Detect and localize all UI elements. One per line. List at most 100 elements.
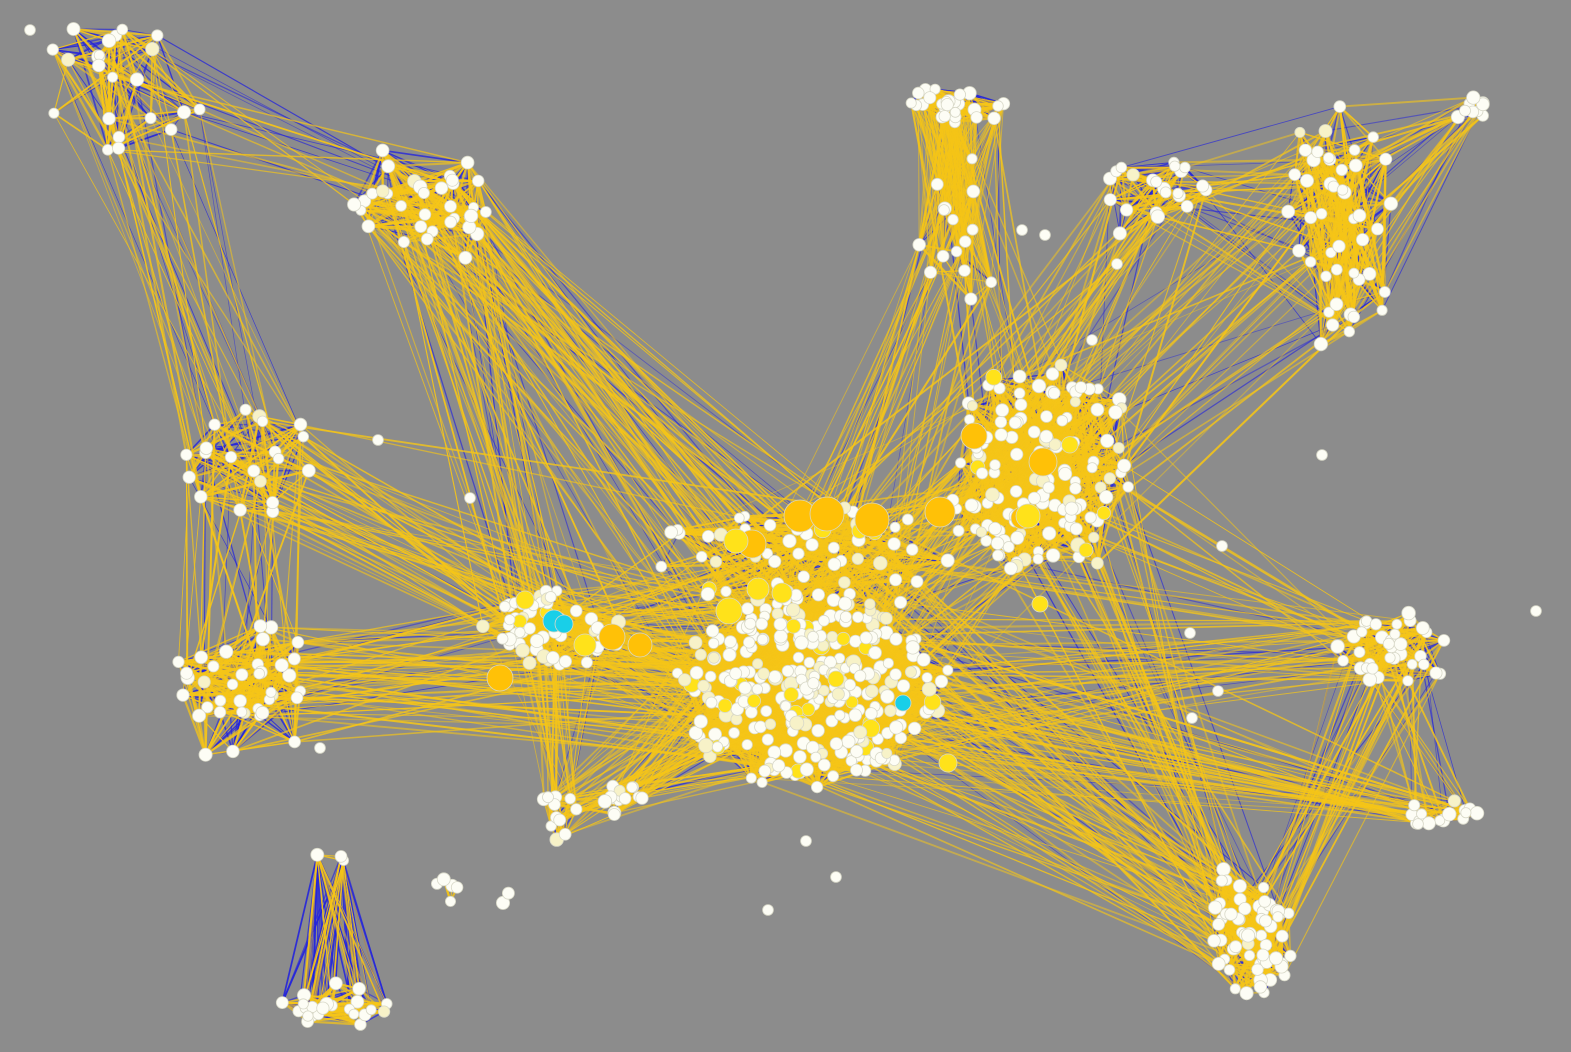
graph-node[interactable] <box>938 110 951 123</box>
graph-node[interactable] <box>253 667 266 680</box>
graph-node[interactable] <box>1069 522 1083 536</box>
graph-node[interactable] <box>936 249 950 263</box>
graph-node[interactable] <box>1179 161 1191 174</box>
graph-node[interactable] <box>314 742 326 754</box>
graph-node[interactable] <box>809 496 845 532</box>
graph-node[interactable] <box>1238 902 1252 916</box>
graph-node[interactable] <box>1304 211 1318 225</box>
graph-node[interactable] <box>1330 263 1343 276</box>
graph-node[interactable] <box>751 683 764 695</box>
graph-node[interactable] <box>254 474 267 488</box>
graph-node[interactable] <box>255 632 270 647</box>
graph-node[interactable] <box>1069 396 1081 408</box>
graph-node[interactable] <box>1215 874 1228 887</box>
graph-node[interactable] <box>290 691 304 705</box>
graph-node[interactable] <box>207 660 220 673</box>
graph-node[interactable] <box>924 265 938 279</box>
graph-node[interactable] <box>889 521 901 533</box>
graph-node[interactable] <box>192 708 207 723</box>
graph-node[interactable] <box>350 994 365 1009</box>
graph-node[interactable] <box>377 1005 391 1018</box>
graph-node[interactable] <box>1272 911 1284 923</box>
graph-node[interactable] <box>901 513 914 526</box>
graph-node[interactable] <box>1186 712 1198 724</box>
graph-node[interactable] <box>782 533 797 549</box>
graph-node[interactable] <box>479 206 492 218</box>
graph-node[interactable] <box>266 496 280 510</box>
graph-node[interactable] <box>950 245 963 258</box>
graph-node[interactable] <box>61 52 76 67</box>
graph-node[interactable] <box>1112 226 1127 241</box>
graph-node[interactable] <box>746 577 770 601</box>
graph-node[interactable] <box>1212 685 1224 697</box>
graph-node[interactable] <box>1122 481 1134 493</box>
graph-node[interactable] <box>1269 951 1284 966</box>
graph-node[interactable] <box>112 141 126 155</box>
graph-node[interactable] <box>1300 173 1315 188</box>
graph-node[interactable] <box>741 739 753 751</box>
graph-node[interactable] <box>282 668 297 683</box>
graph-node[interactable] <box>1150 175 1163 188</box>
graph-node[interactable] <box>1099 489 1114 505</box>
graph-node[interactable] <box>689 665 704 680</box>
graph-node[interactable] <box>1064 501 1079 516</box>
graph-node[interactable] <box>694 648 707 661</box>
graph-node[interactable] <box>417 186 430 199</box>
graph-node[interactable] <box>826 593 841 607</box>
graph-node[interactable] <box>224 450 238 464</box>
graph-node[interactable] <box>226 678 239 691</box>
graph-node[interactable] <box>1466 90 1481 105</box>
graph-node[interactable] <box>201 701 214 714</box>
graph-node[interactable] <box>747 693 762 708</box>
graph-node[interactable] <box>738 681 752 695</box>
graph-node[interactable] <box>1045 367 1060 381</box>
graph-node[interactable] <box>695 550 708 563</box>
graph-node[interactable] <box>233 503 247 517</box>
graph-node[interactable] <box>1320 270 1332 283</box>
graph-node[interactable] <box>450 881 464 894</box>
graph-node[interactable] <box>515 643 530 658</box>
graph-node[interactable] <box>704 670 717 683</box>
graph-node[interactable] <box>275 996 289 1009</box>
graph-node[interactable] <box>1304 256 1317 268</box>
graph-node[interactable] <box>1014 398 1028 412</box>
graph-node[interactable] <box>818 614 830 627</box>
graph-node[interactable] <box>741 602 754 616</box>
graph-node[interactable] <box>985 276 997 289</box>
graph-node[interactable] <box>882 657 894 669</box>
graph-node[interactable] <box>1325 247 1337 259</box>
graph-node[interactable] <box>771 607 784 620</box>
graph-node[interactable] <box>1469 806 1485 821</box>
graph-node[interactable] <box>1315 208 1328 220</box>
graph-node[interactable] <box>626 781 638 793</box>
graph-node[interactable] <box>144 112 157 125</box>
graph-node[interactable] <box>839 610 852 623</box>
graph-node[interactable] <box>164 123 178 136</box>
graph-node[interactable] <box>785 602 801 617</box>
graph-node[interactable] <box>800 835 812 847</box>
graph-node[interactable] <box>101 33 117 48</box>
graph-node[interactable] <box>763 519 777 532</box>
graph-node[interactable] <box>655 560 668 573</box>
graph-node[interactable] <box>239 403 252 416</box>
graph-node[interactable] <box>688 635 703 650</box>
graph-node[interactable] <box>940 553 955 568</box>
graph-node[interactable] <box>1348 144 1361 156</box>
graph-node[interactable] <box>994 415 1008 429</box>
graph-node[interactable] <box>569 604 583 618</box>
graph-node[interactable] <box>287 652 301 666</box>
graph-node[interactable] <box>930 177 944 191</box>
graph-node[interactable] <box>1259 914 1273 928</box>
graph-node[interactable] <box>1415 621 1430 635</box>
graph-node[interactable] <box>1384 652 1396 664</box>
graph-node[interactable] <box>678 673 692 687</box>
graph-node[interactable] <box>1054 358 1068 372</box>
graph-node[interactable] <box>1258 881 1270 894</box>
graph-node[interactable] <box>291 635 305 649</box>
graph-node[interactable] <box>460 155 475 170</box>
graph-node[interactable] <box>145 41 160 57</box>
graph-node[interactable] <box>859 631 873 645</box>
graph-node[interactable] <box>894 694 912 712</box>
graph-node[interactable] <box>994 428 1008 442</box>
